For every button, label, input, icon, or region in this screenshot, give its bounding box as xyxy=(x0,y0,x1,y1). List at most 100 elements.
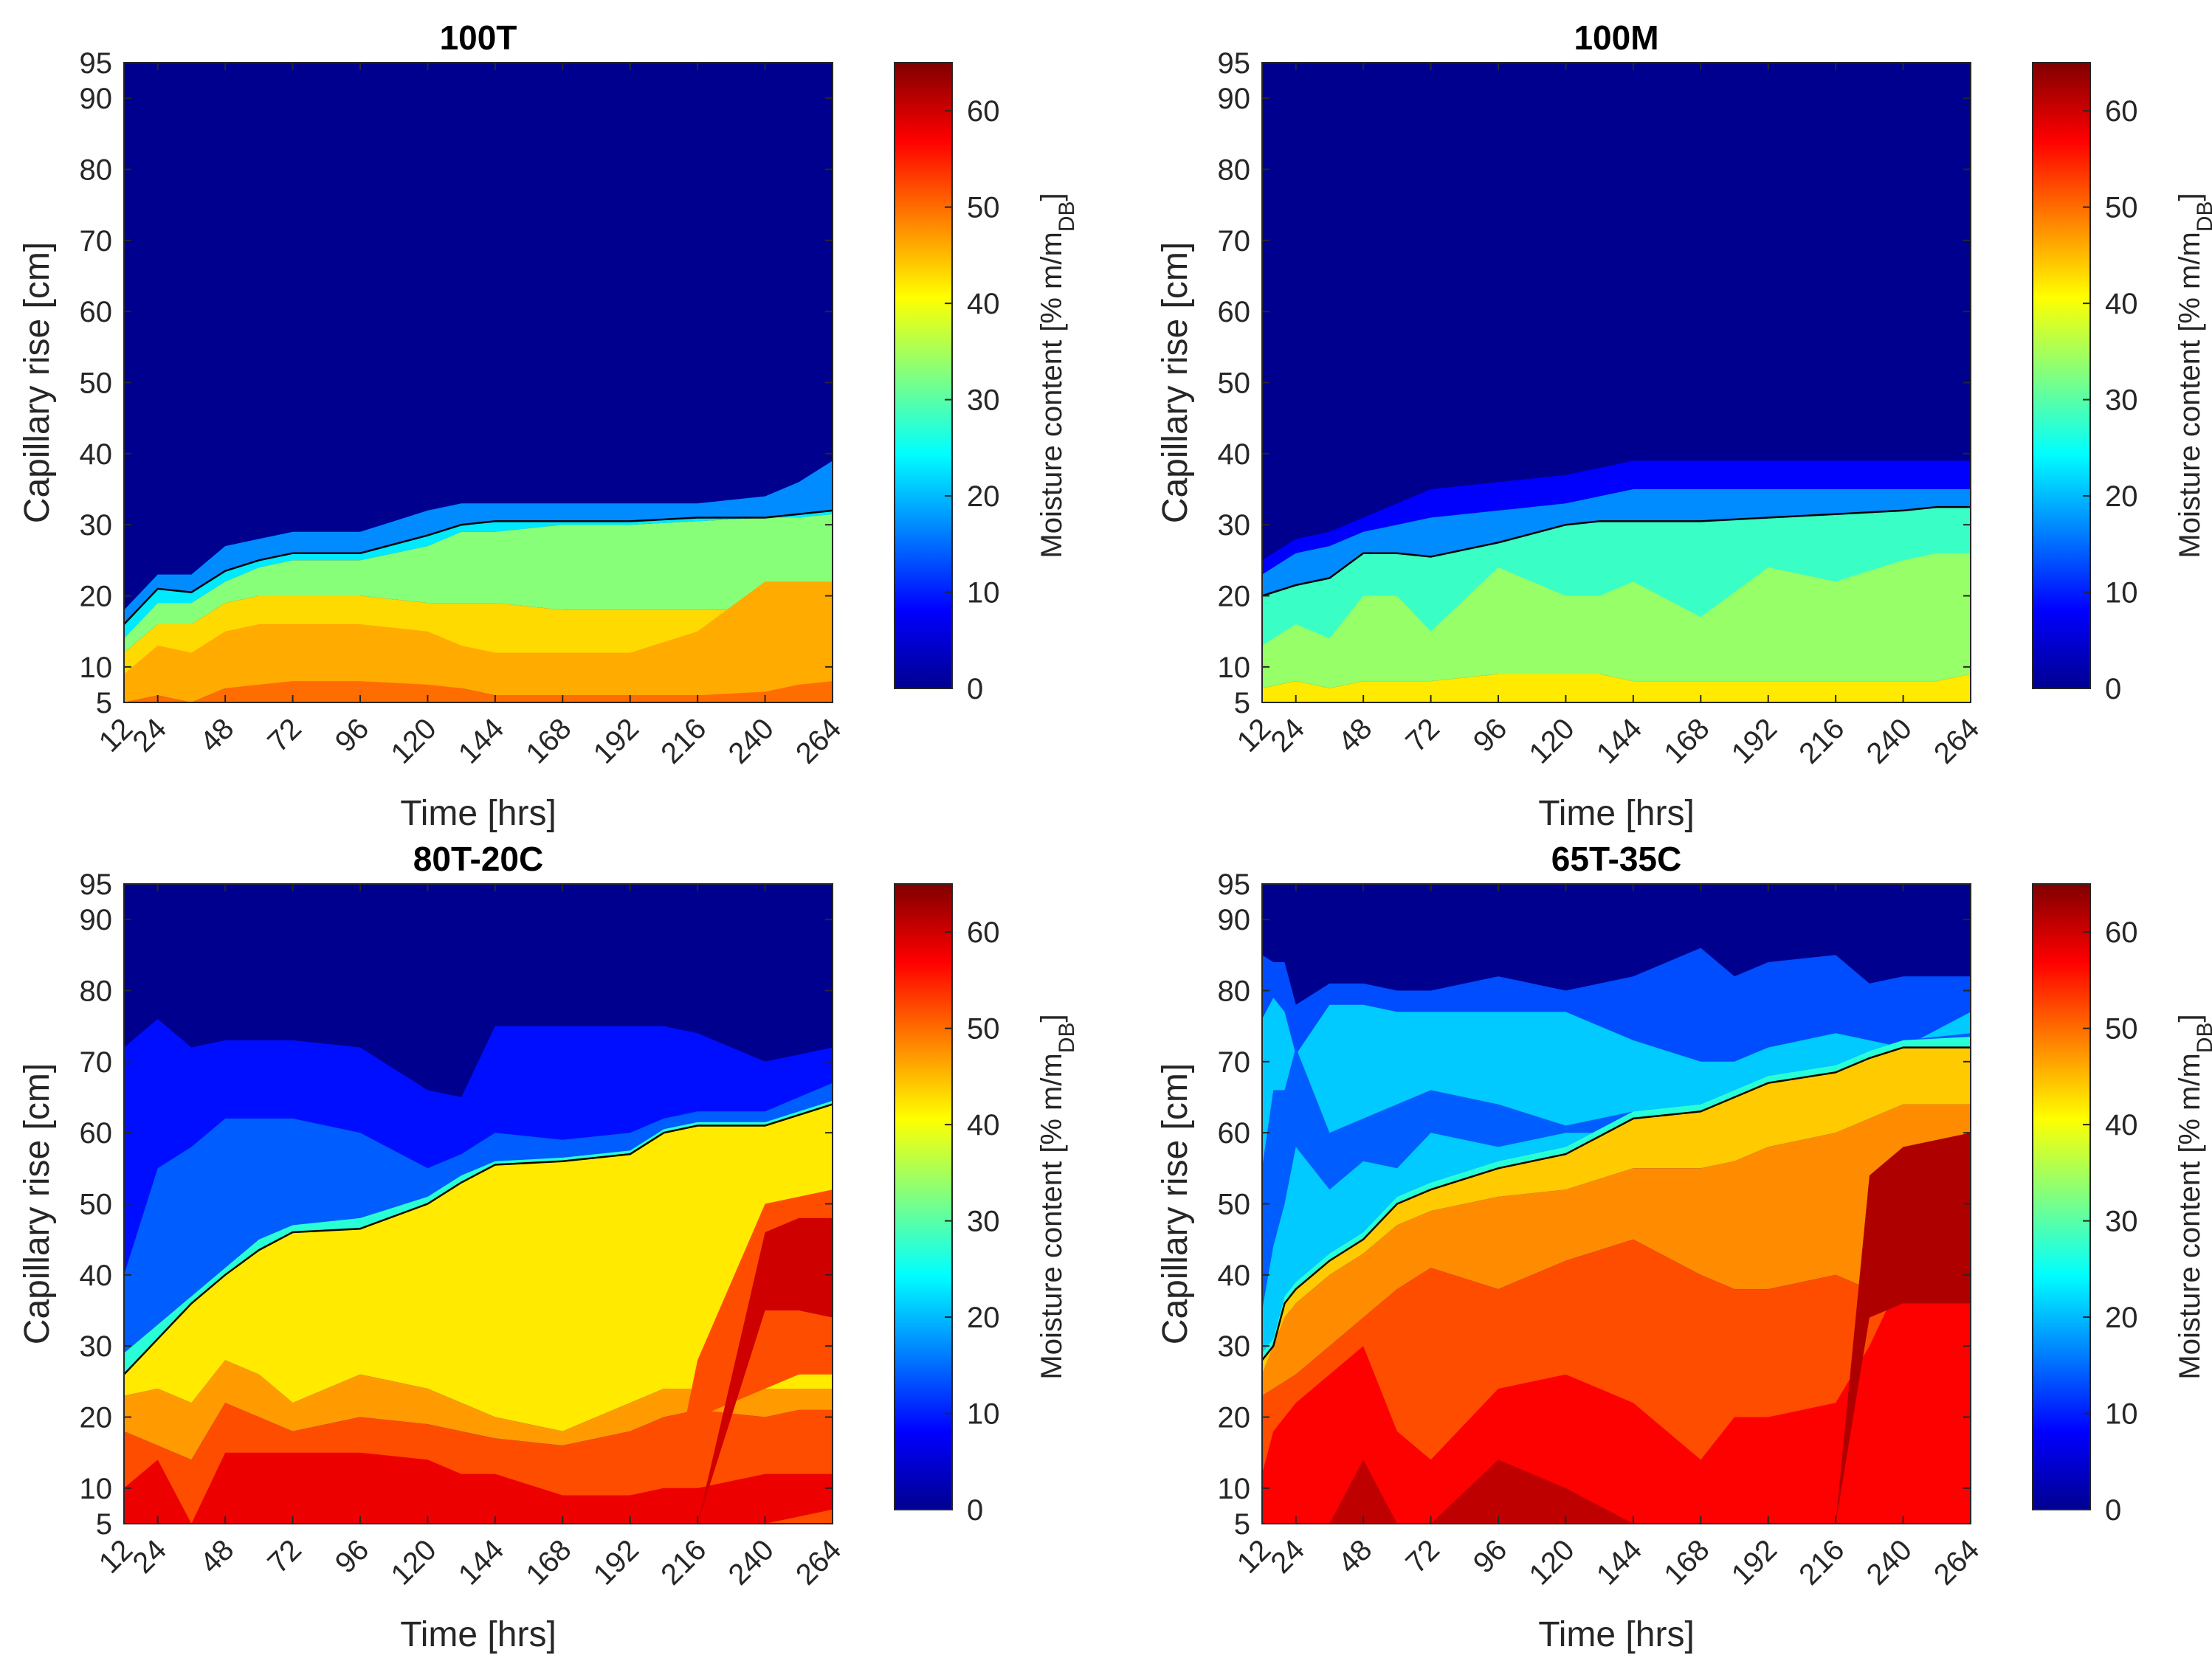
colorbar xyxy=(2032,62,2091,689)
colorbar-tick-label: 60 xyxy=(967,95,1000,128)
y-tick-label: 20 xyxy=(80,1402,113,1434)
y-tick-label: 20 xyxy=(1218,1402,1251,1434)
contour-band-5 xyxy=(1262,1047,1971,1375)
y-tick-label: 40 xyxy=(1218,438,1251,471)
y-tick-label: 50 xyxy=(1218,1189,1251,1221)
colorbar-tick-label: 60 xyxy=(2105,95,2138,128)
colorbar-tick-label: 40 xyxy=(967,1109,1000,1141)
y-tick-label: 60 xyxy=(1218,1117,1251,1150)
colorbar-tick-label: 50 xyxy=(2105,192,2138,224)
contour-band-3 xyxy=(124,514,833,653)
colorbar-label-main: Moisture content [% m/m xyxy=(2174,1053,2206,1379)
colorbar-tick-label: 20 xyxy=(967,1302,1000,1334)
colorbar-tick-label: 30 xyxy=(967,384,1000,417)
colorbar-tick-label: 40 xyxy=(2105,288,2138,320)
contour-band-1 xyxy=(1262,460,1971,575)
x-axis-label: Time [hrs] xyxy=(400,794,557,833)
contour-band-3 xyxy=(1262,1033,1971,1310)
y-tick-label: 10 xyxy=(1218,652,1251,684)
colorbar-tick-label: 10 xyxy=(2105,577,2138,609)
y-tick-label: 80 xyxy=(80,154,113,187)
colorbar-label: Moisture content [% m/mDB] xyxy=(2174,1014,2212,1379)
contour-band-5 xyxy=(124,1360,833,1460)
y-tick-label: 40 xyxy=(80,438,113,471)
colorbar xyxy=(894,883,953,1510)
contour-band-7 xyxy=(124,1189,833,1524)
panel-title: 65T-35C xyxy=(1551,840,1681,878)
colorbar-tick-label: 20 xyxy=(2105,1302,2138,1334)
y-tick-label: 5 xyxy=(96,687,112,719)
colorbar xyxy=(894,62,953,689)
y-tick-label: 95 xyxy=(80,47,113,80)
y-tick-label: 10 xyxy=(1218,1473,1251,1505)
y-tick-label: 5 xyxy=(1234,687,1250,719)
y-tick-label: 70 xyxy=(80,225,113,258)
contour-band-6 xyxy=(1262,1104,1971,1396)
colorbar-label-main: Moisture content [% m/m xyxy=(1036,232,1068,558)
contour-band-9 xyxy=(1262,1459,1971,1524)
colorbar-tick-label: 40 xyxy=(967,288,1000,320)
y-axis-label: Capillary rise [cm] xyxy=(18,1063,57,1344)
y-tick-label: 95 xyxy=(1218,47,1251,80)
colorbar-label-main: Moisture content [% m/m xyxy=(1036,1053,1068,1379)
contour-band-6 xyxy=(124,681,833,702)
x-axis-label: Time [hrs] xyxy=(400,1615,557,1654)
wetting-front-line xyxy=(123,1103,833,1375)
y-tick-label: 40 xyxy=(80,1260,113,1292)
wetting-front-line xyxy=(123,509,833,625)
y-tick-label: 70 xyxy=(80,1046,113,1079)
y-tick-label: 20 xyxy=(1218,581,1251,613)
contour-band-5 xyxy=(1262,674,1971,702)
panel-title: 80T-20C xyxy=(413,840,543,878)
colorbar-label: Moisture content [% m/mDB] xyxy=(1036,193,1079,558)
y-tick-label: 30 xyxy=(80,1330,113,1363)
y-tick-label: 90 xyxy=(1218,904,1251,936)
colorbar-tick-label: 10 xyxy=(967,1398,1000,1431)
contour-band-10 xyxy=(1262,1133,1971,1524)
y-tick-label: 70 xyxy=(1218,1046,1251,1079)
y-axis-label: Capillary rise [cm] xyxy=(1156,242,1195,523)
contour-band-4 xyxy=(124,1104,833,1431)
y-tick-label: 95 xyxy=(80,868,113,901)
colorbar-tick-label: 10 xyxy=(967,577,1000,609)
contour-band-1 xyxy=(124,460,833,632)
y-tick-label: 20 xyxy=(80,581,113,613)
y-tick-label: 95 xyxy=(1218,868,1251,901)
colorbar-tick-label: 50 xyxy=(967,192,1000,224)
colorbar-label-end: ] xyxy=(1036,1014,1068,1022)
y-tick-label: 50 xyxy=(80,1189,113,1221)
colorbar-label-subscript: DB xyxy=(2193,201,2212,232)
colorbar-tick-label: 60 xyxy=(2105,916,2138,949)
wetting-front-line xyxy=(1261,1046,1971,1361)
contour-band-4 xyxy=(1262,1037,1971,1361)
y-tick-label: 30 xyxy=(1218,509,1251,542)
colorbar-label: Moisture content [% m/mDB] xyxy=(1036,1014,1079,1379)
y-tick-label: 5 xyxy=(1234,1508,1250,1541)
colorbar-tick-label: 30 xyxy=(967,1206,1000,1238)
y-tick-label: 80 xyxy=(1218,975,1251,1008)
colorbar-tick-label: 50 xyxy=(967,1013,1000,1046)
y-tick-label: 40 xyxy=(1218,1260,1251,1292)
colorbar-tick-label: 60 xyxy=(967,916,1000,949)
colorbar-tick-label: 0 xyxy=(2105,1494,2121,1527)
colorbar-tick-label: 30 xyxy=(2105,1206,2138,1238)
y-tick-label: 10 xyxy=(80,652,113,684)
colorbar-tick-label: 10 xyxy=(2105,1398,2138,1431)
x-axis-label: Time [hrs] xyxy=(1538,1615,1695,1654)
y-tick-label: 5 xyxy=(96,1508,112,1541)
colorbar-tick-label: 0 xyxy=(2105,673,2121,705)
colorbar-tick-label: 20 xyxy=(2105,480,2138,513)
colorbar-label-subscript: DB xyxy=(1055,201,1079,232)
colorbar-label-subscript: DB xyxy=(2193,1023,2212,1054)
y-axis-label: Capillary rise [cm] xyxy=(1156,1063,1195,1344)
y-tick-label: 80 xyxy=(1218,154,1251,187)
colorbar-tick-label: 0 xyxy=(967,1494,983,1527)
colorbar-tick-label: 40 xyxy=(2105,1109,2138,1141)
colorbar-tick-label: 30 xyxy=(2105,384,2138,417)
colorbar-label-end: ] xyxy=(2174,193,2206,201)
colorbar-tick-label: 50 xyxy=(2105,1013,2138,1046)
y-tick-label: 80 xyxy=(80,975,113,1008)
contour-band-9 xyxy=(124,1217,833,1524)
